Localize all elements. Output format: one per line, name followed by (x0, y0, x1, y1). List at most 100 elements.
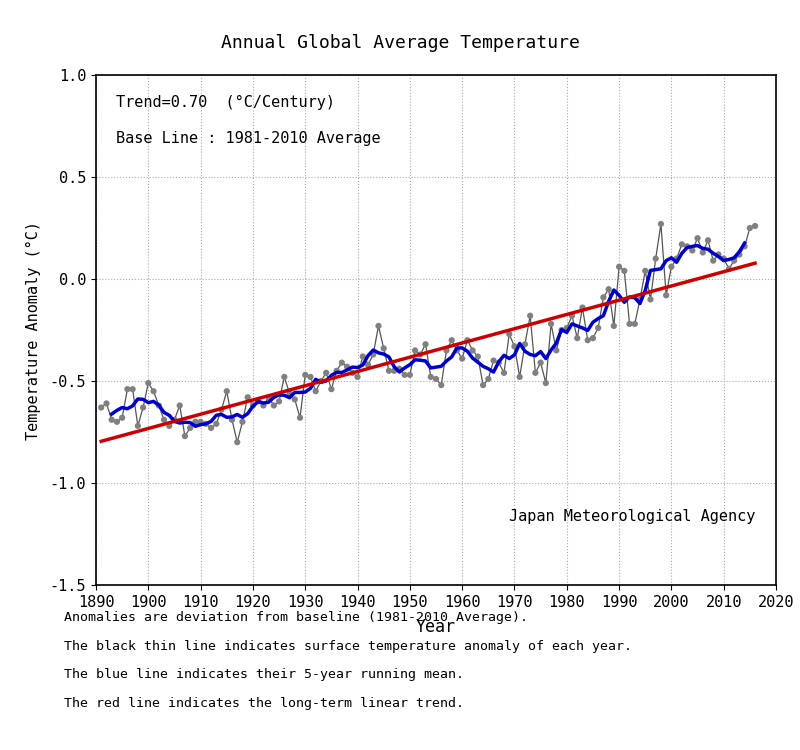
Point (351, 371, 364, 383)
Point (743, 222, 756, 234)
Point (582, 334, 594, 346)
Y-axis label: Temperature Anomaly (°C): Temperature Anomaly (°C) (26, 220, 42, 440)
Point (288, 393, 301, 405)
Point (644, 293, 657, 305)
Point (168, 414, 181, 426)
Point (215, 404, 228, 416)
Point (440, 344, 453, 356)
Point (205, 422, 218, 434)
Point (283, 387, 296, 399)
Point (320, 367, 333, 379)
Point (555, 324, 568, 336)
Point (477, 379, 490, 391)
Point (686, 244, 698, 256)
Point (749, 220, 762, 232)
Point (257, 400, 270, 412)
Point (728, 255, 741, 267)
Point (650, 253, 662, 265)
Point (430, 373, 442, 385)
Point (586, 332, 599, 344)
Point (273, 395, 286, 407)
Point (602, 284, 615, 296)
Point (220, 386, 233, 398)
Point (189, 416, 202, 428)
Point (702, 234, 714, 246)
Point (524, 310, 537, 322)
Point (514, 371, 526, 383)
Point (378, 342, 390, 354)
Point (675, 238, 688, 250)
Point (158, 414, 170, 426)
Point (592, 322, 605, 334)
Point (100, 398, 113, 410)
Point (262, 392, 275, 404)
Point (613, 261, 626, 273)
Point (681, 240, 694, 252)
Point (382, 364, 395, 376)
Point (194, 416, 207, 428)
Point (471, 350, 484, 362)
Point (419, 338, 432, 350)
Point (231, 436, 244, 448)
Point (137, 401, 150, 413)
X-axis label: Year: Year (416, 618, 456, 636)
Point (178, 430, 191, 442)
Point (393, 363, 406, 375)
Point (294, 412, 306, 424)
Point (335, 357, 348, 369)
Point (446, 334, 458, 346)
Point (712, 248, 725, 260)
Point (372, 320, 385, 332)
Point (654, 218, 667, 230)
Point (503, 328, 516, 340)
Point (210, 418, 222, 430)
Text: The black thin line indicates surface temperature anomaly of each year.: The black thin line indicates surface te… (64, 640, 632, 652)
Point (126, 383, 139, 395)
Point (733, 248, 746, 260)
Point (529, 367, 542, 379)
Point (618, 265, 630, 277)
Point (738, 240, 751, 252)
Point (184, 422, 197, 434)
Point (539, 377, 552, 389)
Point (299, 369, 312, 381)
Point (534, 357, 547, 369)
Point (722, 262, 735, 274)
Point (106, 414, 118, 426)
Point (121, 383, 134, 395)
Point (398, 369, 411, 381)
Point (362, 358, 374, 370)
Point (482, 373, 494, 385)
Point (566, 310, 578, 322)
Point (403, 369, 416, 381)
Point (435, 379, 448, 391)
Point (304, 371, 317, 383)
Point (550, 344, 562, 356)
Point (310, 386, 322, 398)
Point (325, 383, 338, 395)
Point (639, 265, 652, 277)
Point (174, 400, 186, 412)
Point (199, 418, 212, 430)
Text: Japan Meteorological Agency: Japan Meteorological Agency (510, 509, 755, 524)
Point (487, 355, 500, 367)
Text: The red line indicates the long-term linear trend.: The red line indicates the long-term lin… (64, 697, 464, 709)
Point (545, 318, 558, 330)
Point (597, 291, 610, 303)
Text: Trend=0.70  (°C/Century): Trend=0.70 (°C/Century) (117, 95, 335, 110)
Point (634, 293, 646, 305)
Point (424, 371, 437, 383)
Point (116, 412, 129, 424)
Point (314, 375, 327, 387)
Point (607, 320, 620, 332)
Point (341, 361, 354, 373)
Point (670, 253, 683, 265)
Point (450, 344, 463, 356)
Point (498, 367, 510, 379)
Point (414, 349, 426, 361)
Point (110, 416, 123, 428)
Point (367, 349, 380, 361)
Point (409, 344, 422, 356)
Point (466, 344, 479, 356)
Point (456, 352, 469, 364)
